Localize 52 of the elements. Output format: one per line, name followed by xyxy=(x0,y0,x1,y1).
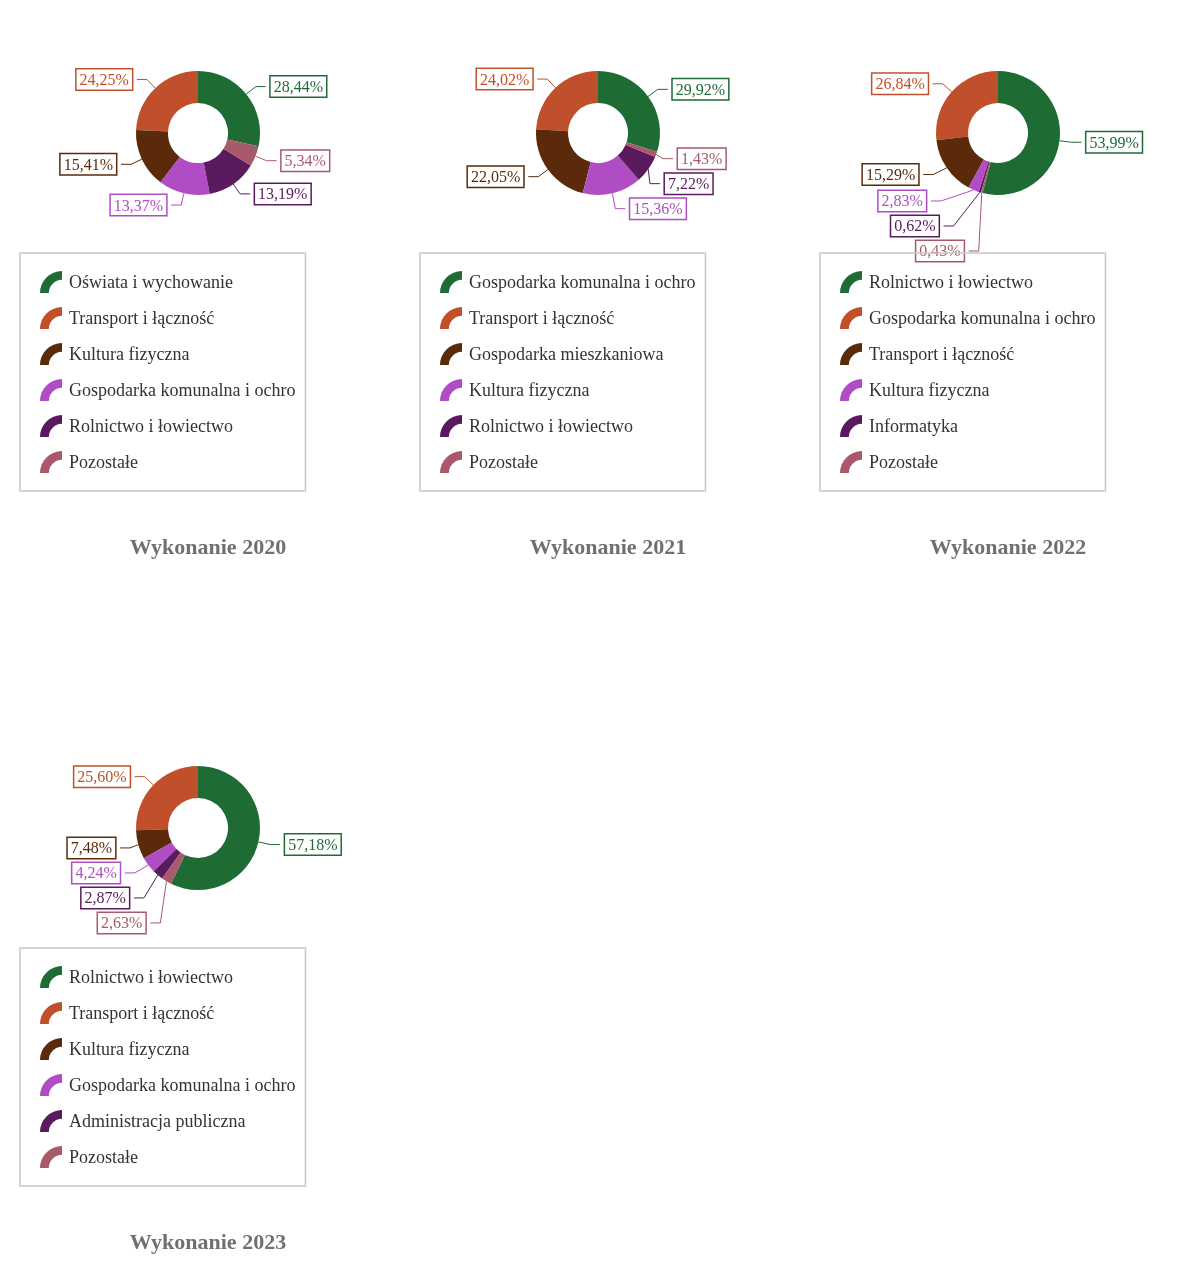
legend-label: Rolnictwo i łowiectwo xyxy=(469,416,633,436)
data-label: 25,60% xyxy=(77,768,127,786)
data-label: 22,05% xyxy=(470,168,521,186)
data-label: 2,83% xyxy=(881,192,923,210)
legend-label: Rolnictwo i łowiectwo xyxy=(69,967,233,987)
legend-label: Gospodarka komunalna i ochro xyxy=(69,1075,296,1095)
data-label: 57,18% xyxy=(288,836,338,854)
legend-label: Rolnictwo i łowiectwo xyxy=(69,416,233,436)
legend-label: Pozostałe xyxy=(69,1147,138,1167)
legend-label: Transport i łączność xyxy=(69,1003,215,1023)
legend-label: Kultura fizyczna xyxy=(69,1039,190,1059)
legend-label: Pozostałe xyxy=(869,452,938,472)
legend-label: Rolnictwo i łowiectwo xyxy=(869,272,1033,292)
data-label: 1,43% xyxy=(681,150,723,168)
data-label: 26,84% xyxy=(875,75,925,93)
legend-label: Transport i łączność xyxy=(69,308,215,328)
data-label: 4,24% xyxy=(75,864,117,882)
legend-label: Gospodarka komunalna i ochro xyxy=(469,272,696,292)
text: Wykonanie 2020 xyxy=(129,533,287,559)
legend-label: Kultura fizyczna xyxy=(469,380,590,400)
legend-label: Informatyka xyxy=(869,416,958,436)
text: Wykonanie 2023 xyxy=(129,1228,287,1254)
legend-label: Kultura fizyczna xyxy=(869,380,990,400)
legend-label: Gospodarka komunalna i ochro xyxy=(69,380,296,400)
data-label: 28,44% xyxy=(273,78,323,96)
data-label: 5,34% xyxy=(284,152,326,170)
data-label: 0,43% xyxy=(919,242,961,260)
legend-label: Transport i łączność xyxy=(469,308,615,328)
legend-label: Transport i łączność xyxy=(869,344,1015,364)
data-label: 7,22% xyxy=(667,175,710,193)
data-label: 15,29% xyxy=(865,166,916,184)
text: Wykonanie 2021 xyxy=(529,533,687,559)
data-label: 2,87% xyxy=(84,889,126,907)
legend-label: Kultura fizyczna xyxy=(69,344,190,364)
data-label: 13,19% xyxy=(258,185,308,203)
legend-label: Oświata i wychowanie xyxy=(69,272,233,292)
data-label: 15,36% xyxy=(633,200,683,218)
data-label: 29,92% xyxy=(675,80,726,98)
legend-label: Gospodarka komunalna i ochro xyxy=(869,308,1096,328)
legend-label: Administracja publiczna xyxy=(69,1111,246,1131)
data-label: 24,02% xyxy=(479,70,530,88)
data-label: 2,63% xyxy=(101,914,143,932)
data-label: 13,37% xyxy=(113,196,164,214)
data-label: 24,25% xyxy=(79,70,129,88)
legend-label: Pozostałe xyxy=(469,452,538,472)
data-label: 15,41% xyxy=(63,155,113,173)
data-label: 0,62% xyxy=(894,217,936,235)
text: Wykonanie 2022 xyxy=(929,533,1087,559)
data-label: 53,99% xyxy=(1089,133,1139,151)
legend-label: Gospodarka mieszkaniowa xyxy=(469,344,664,364)
legend-label: Pozostałe xyxy=(69,452,138,472)
data-label: 7,48% xyxy=(70,839,113,857)
